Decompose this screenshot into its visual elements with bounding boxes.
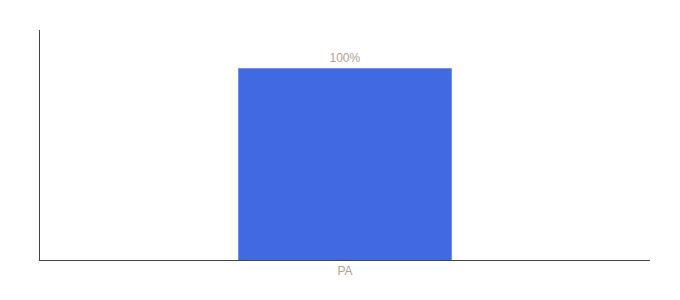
svg-text:PA: PA: [337, 264, 352, 278]
svg-text:100%: 100%: [329, 51, 360, 65]
